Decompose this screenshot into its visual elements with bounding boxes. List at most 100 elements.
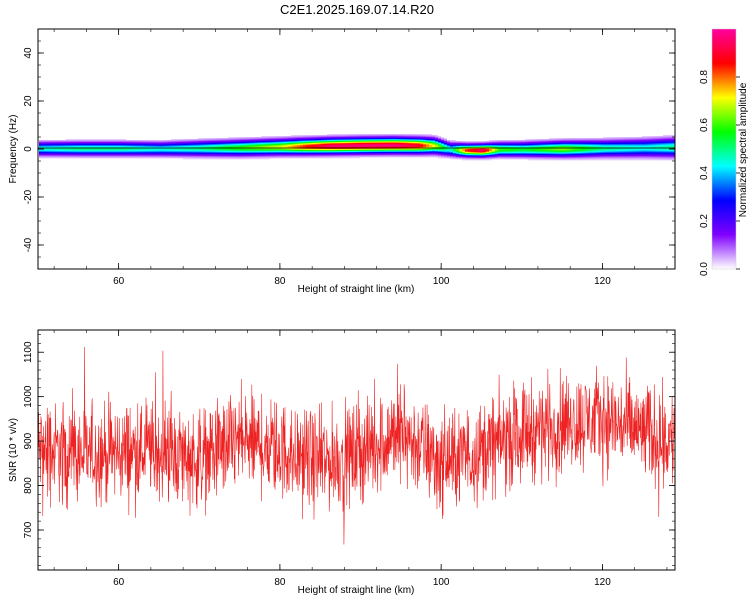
spectrogram-cell <box>510 146 513 148</box>
spectrogram-cell <box>405 152 408 154</box>
spectrogram-cell <box>117 140 120 142</box>
spectrogram-cell <box>216 156 219 158</box>
spectrogram-cell <box>423 150 426 152</box>
spectrogram-cell <box>222 140 225 142</box>
spectrogram-cell <box>618 144 621 146</box>
spectrogram-cell <box>249 146 252 148</box>
spectrogram-cell <box>351 143 354 145</box>
spectrogram-cell <box>168 145 171 147</box>
spectrogram-cell <box>213 149 216 151</box>
spectrogram-cell <box>381 145 384 147</box>
spectrogram-cell <box>597 139 600 141</box>
spectrogram-cell <box>549 151 552 153</box>
spectrogram-cell <box>651 158 654 160</box>
spectrogram-cell <box>504 142 507 144</box>
spectrogram-cell <box>657 151 660 153</box>
spectrogram-cell <box>282 140 285 142</box>
spectrogram-cell <box>99 146 102 148</box>
spectrogram-cell <box>561 153 564 155</box>
spectrogram-cell <box>627 140 630 142</box>
spectrogram-cell <box>603 155 606 157</box>
spectrogram-cell <box>57 152 60 154</box>
spectrogram-cell <box>453 141 456 143</box>
spectrogram-cell <box>114 143 117 145</box>
spectrogram-cell <box>123 155 126 157</box>
spectrogram-cell <box>237 144 240 146</box>
spectrogram-cell <box>600 155 603 157</box>
spectrogram-cell <box>648 137 651 139</box>
spectrogram-cell <box>498 154 501 156</box>
spectrogram-cell <box>657 140 660 142</box>
spectrogram-cell <box>669 156 672 158</box>
spectrogram-cell <box>312 149 315 151</box>
spectrogram-cell <box>612 149 615 151</box>
spectrogram-cell <box>636 144 639 146</box>
spectrogram-cell <box>450 142 453 144</box>
spectrogram-cell <box>126 143 129 145</box>
spectrogram-cell <box>486 153 489 155</box>
spectrogram-cell <box>570 138 573 140</box>
spectrogram-cell <box>660 139 663 141</box>
spectrogram-cell <box>111 152 114 154</box>
spectrogram-cell <box>360 142 363 144</box>
spectrogram-cell <box>81 157 84 159</box>
spectrogram-cell <box>462 151 465 153</box>
spectrogram-cell <box>405 150 408 152</box>
spectrogram-cell <box>639 158 642 160</box>
spectrogram-cell <box>555 142 558 144</box>
spectrogram-cell <box>255 157 258 159</box>
spectrogram-cell <box>270 139 273 141</box>
spectrogram-cell <box>357 153 360 155</box>
spectrogram-cell <box>549 153 552 155</box>
spectrogram-cell <box>333 145 336 147</box>
spectrogram-cell <box>45 148 48 150</box>
spectrogram-cell <box>426 153 429 155</box>
spectrogram-cell <box>420 136 423 138</box>
spectrogram-cell <box>234 156 237 158</box>
spectrogram-cell <box>555 143 558 145</box>
spectrogram-cell <box>438 149 441 151</box>
spectrogram-cell <box>519 158 522 160</box>
spectrogram-cell <box>408 145 411 147</box>
spectrogram-cell <box>186 141 189 143</box>
spectrogram-cell <box>618 145 621 147</box>
spectrogram-cell <box>84 143 87 145</box>
spectrogram-cell <box>249 152 252 154</box>
spectrogram-cell <box>540 141 543 143</box>
spectrogram-cell <box>399 146 402 148</box>
spectrogram-cell <box>603 156 606 158</box>
spectrogram-cell <box>483 159 486 161</box>
spectrogram-cell <box>600 154 603 156</box>
spectrogram-cell <box>399 135 402 137</box>
spectrogram-cell <box>111 151 114 153</box>
spectrogram-cell <box>672 140 675 142</box>
spectrogram-cell <box>180 155 183 157</box>
spectrogram-cell <box>504 143 507 145</box>
spectrogram-cell <box>321 138 324 140</box>
spectrogram-cell <box>450 157 453 159</box>
spectrogram-cell <box>261 155 264 157</box>
spectrogram-cell <box>357 154 360 156</box>
spectrogram-cell <box>393 148 396 150</box>
spectrogram-cell <box>375 134 378 136</box>
spectrogram-cell <box>576 155 579 157</box>
spectrogram-cell <box>648 159 651 161</box>
spectrogram-cell <box>165 156 168 158</box>
spectrogram-cell <box>345 157 348 159</box>
spectrogram-cell <box>354 135 357 137</box>
spectrogram-cell <box>405 148 408 150</box>
spectrogram-cell <box>384 141 387 143</box>
spectrogram-cell <box>150 152 153 154</box>
spectrogram-cell <box>69 139 72 141</box>
spectrogram-cell <box>567 148 570 150</box>
colorbar-tick-label: 0.8 <box>699 70 710 84</box>
spectrogram-cell <box>96 156 99 158</box>
spectrogram-cell <box>438 141 441 143</box>
spectrogram-cell <box>303 138 306 140</box>
spectrogram-cell <box>81 139 84 141</box>
spectrogram-cell <box>579 138 582 140</box>
spectrogram-cell <box>360 154 363 156</box>
spectrogram-cell <box>93 149 96 151</box>
spectrogram-cell <box>288 152 291 154</box>
